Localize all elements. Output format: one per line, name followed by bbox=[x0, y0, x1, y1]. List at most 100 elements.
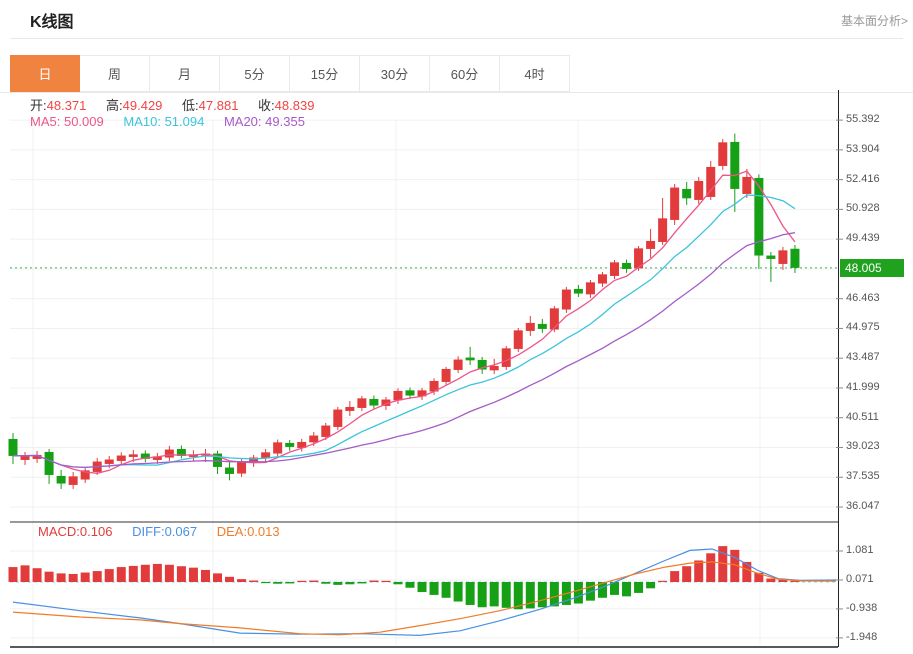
macd-bar bbox=[766, 578, 776, 582]
macd-axis-label: -1.948 bbox=[846, 630, 878, 643]
macd-bar bbox=[453, 582, 463, 602]
candle-body bbox=[597, 274, 607, 284]
macd-bar bbox=[92, 571, 102, 582]
macd-bar bbox=[249, 580, 259, 582]
candle-body bbox=[622, 262, 632, 269]
candle-body bbox=[20, 455, 30, 460]
macd-bar bbox=[152, 563, 162, 582]
candle-body bbox=[32, 454, 42, 459]
price-axis-label: 36.047 bbox=[846, 500, 880, 512]
page-title: K线图 bbox=[30, 14, 74, 31]
candle-body bbox=[128, 454, 138, 457]
price-axis-label: 40.511 bbox=[846, 410, 879, 423]
candle-body bbox=[405, 390, 415, 396]
macd-bar bbox=[778, 579, 788, 582]
macd-bar bbox=[80, 572, 90, 582]
macd-bar bbox=[405, 582, 415, 588]
ma10-label: MA10: bbox=[123, 114, 161, 129]
ma5-label: MA5: bbox=[30, 114, 61, 129]
macd-bar bbox=[417, 582, 427, 593]
candle-body bbox=[634, 248, 644, 269]
macd-bar bbox=[441, 582, 451, 598]
macd-bar bbox=[273, 582, 283, 584]
price-axis-label: 49.439 bbox=[846, 232, 880, 245]
candle-body bbox=[44, 451, 54, 475]
high-value: 49.429 bbox=[122, 98, 163, 113]
macd-bar bbox=[164, 564, 174, 582]
macd-bar bbox=[104, 569, 114, 582]
low-label: 低: bbox=[182, 98, 199, 113]
candle-body bbox=[441, 368, 451, 382]
low-value: 47.881 bbox=[198, 98, 239, 113]
macd-bar bbox=[718, 546, 728, 582]
candle-body bbox=[345, 406, 355, 411]
candle-body bbox=[213, 453, 223, 467]
price-axis-label: 55.392 bbox=[846, 113, 880, 126]
macd-axis-label: 0.071 bbox=[846, 572, 874, 585]
period-tab-month[interactable]: 月 bbox=[150, 55, 220, 92]
macd-bar bbox=[32, 568, 42, 582]
macd-bar bbox=[658, 580, 668, 582]
macd-bar bbox=[597, 582, 607, 598]
candle-body bbox=[309, 435, 319, 443]
candle-body bbox=[513, 330, 523, 349]
candle-body bbox=[140, 453, 150, 459]
candle-body bbox=[658, 218, 668, 242]
candle-body bbox=[754, 177, 764, 256]
candle-body bbox=[573, 288, 583, 294]
ma10-value: 51.094 bbox=[164, 114, 205, 129]
fundamental-analysis-link[interactable]: 基本面分析> bbox=[840, 14, 908, 28]
macd-bar bbox=[610, 582, 619, 595]
period-tab-4hour[interactable]: 4时 bbox=[500, 55, 570, 92]
macd-bar bbox=[393, 582, 403, 585]
period-tab-day[interactable]: 日 bbox=[10, 55, 80, 92]
period-tab-5min[interactable]: 5分 bbox=[220, 55, 290, 92]
candle-body bbox=[706, 166, 716, 197]
macd-info-row: MACD:0.106 DIFF:0.067 DEA:0.013 bbox=[38, 524, 296, 539]
candle-body bbox=[68, 476, 78, 485]
candle-body bbox=[790, 248, 800, 268]
macd-bar bbox=[309, 580, 319, 582]
macd-bar bbox=[128, 565, 138, 582]
candle-body bbox=[104, 459, 114, 464]
candle-body bbox=[56, 475, 66, 484]
ma20-value: 49.355 bbox=[265, 114, 305, 129]
macd-bar bbox=[537, 582, 547, 608]
candle-body bbox=[742, 176, 752, 194]
ma20-line bbox=[12, 232, 796, 469]
macd-bar bbox=[489, 582, 499, 607]
period-tab-15min[interactable]: 15分 bbox=[290, 55, 360, 92]
candle-body bbox=[561, 289, 571, 310]
period-tab-30min[interactable]: 30分 bbox=[360, 55, 430, 92]
candle-body bbox=[489, 365, 499, 371]
macd-bar bbox=[237, 579, 247, 582]
candle-body bbox=[273, 442, 283, 454]
price-axis-label: 43.487 bbox=[846, 351, 880, 364]
candle-body bbox=[176, 448, 186, 456]
diff-line bbox=[12, 548, 837, 637]
macd-bar bbox=[261, 582, 271, 584]
macd-bar bbox=[20, 565, 30, 582]
macd-bar bbox=[682, 566, 692, 582]
candle-body bbox=[297, 441, 307, 448]
candle-body bbox=[549, 308, 559, 330]
period-tab-week[interactable]: 周 bbox=[80, 55, 150, 92]
period-tab-60min[interactable]: 60分 bbox=[430, 55, 500, 92]
candle-body bbox=[261, 452, 271, 459]
candle-body bbox=[778, 250, 788, 264]
macd-bar bbox=[573, 582, 583, 604]
candle-body bbox=[321, 425, 331, 437]
macd-bar bbox=[670, 571, 680, 582]
candle-body bbox=[249, 457, 259, 463]
candle-body bbox=[357, 398, 367, 408]
candle-body bbox=[585, 282, 595, 295]
kline-chart-canvas[interactable] bbox=[0, 88, 913, 654]
macd-value: 0.106 bbox=[79, 524, 113, 539]
macd-bar bbox=[525, 582, 535, 609]
open-value: 48.371 bbox=[46, 98, 87, 113]
candle-body bbox=[237, 461, 247, 474]
macd-bar bbox=[501, 582, 511, 608]
macd-bar bbox=[345, 582, 355, 585]
macd-bar bbox=[68, 573, 78, 582]
candle-body bbox=[610, 262, 619, 276]
